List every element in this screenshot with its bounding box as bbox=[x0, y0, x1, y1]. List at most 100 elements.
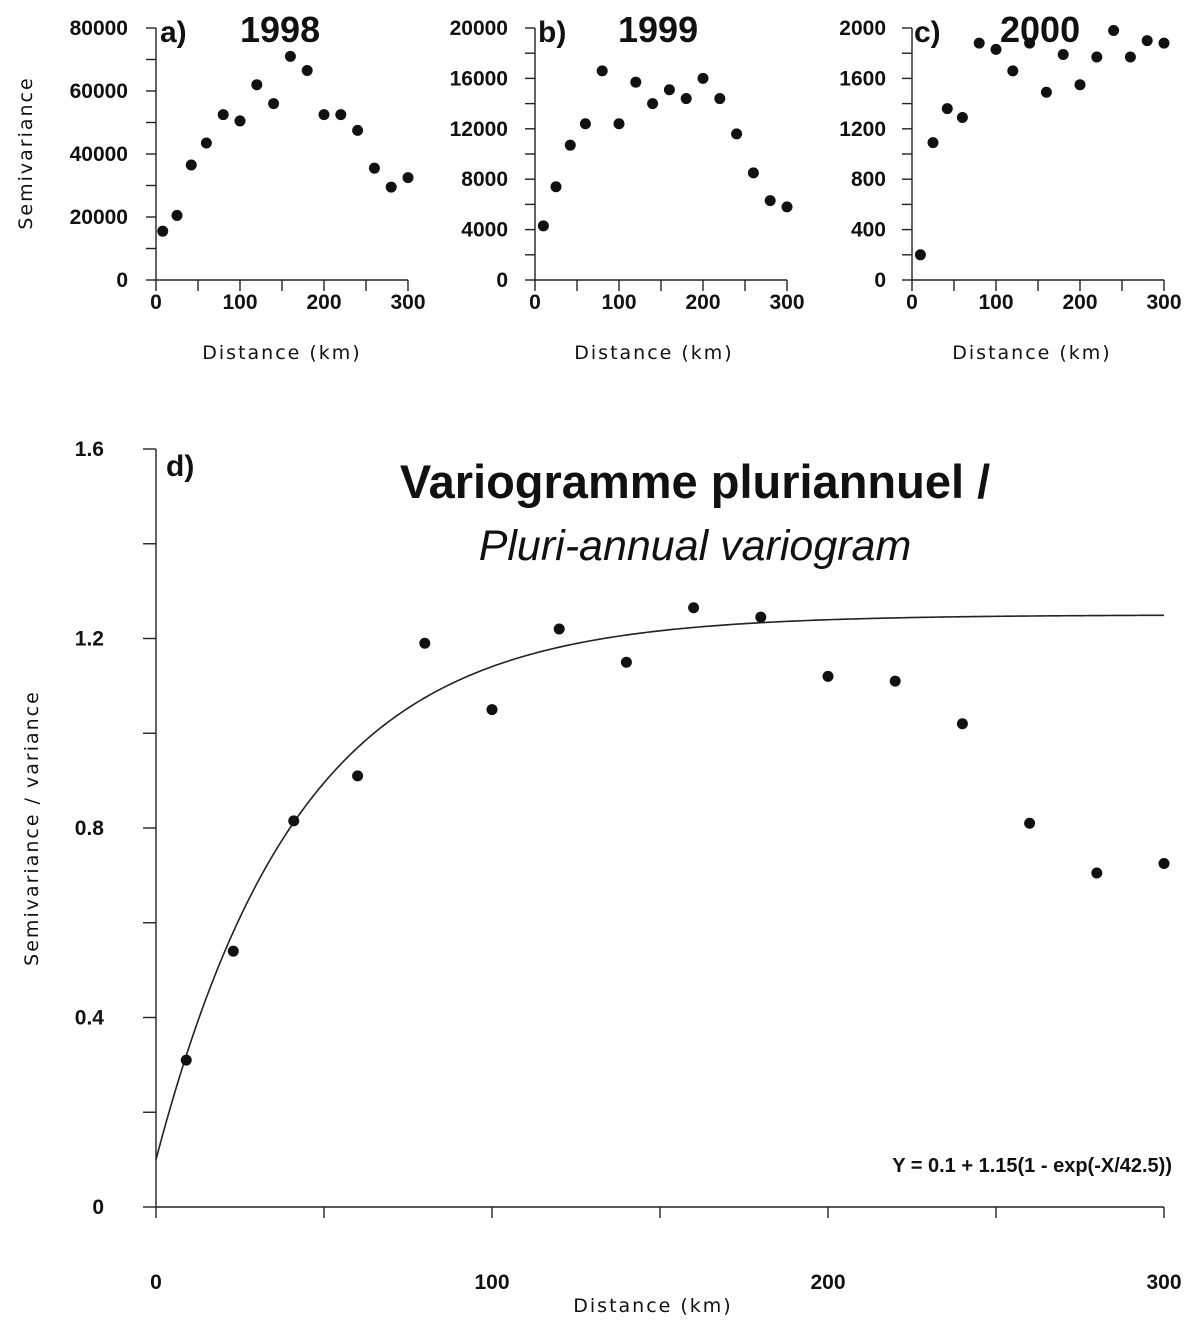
data-point bbox=[486, 704, 498, 716]
y-tick-label: 0 bbox=[116, 269, 128, 292]
data-point bbox=[318, 109, 330, 121]
data-point bbox=[185, 159, 197, 171]
panel-d-title: Variogramme pluriannuel / bbox=[400, 455, 990, 508]
data-point bbox=[688, 602, 700, 614]
data-point bbox=[914, 249, 926, 261]
data-point bbox=[613, 118, 625, 130]
x-tick-label: 100 bbox=[978, 291, 1013, 314]
data-point bbox=[822, 670, 834, 682]
data-point bbox=[620, 656, 632, 668]
y-tick-label: 0.8 bbox=[75, 817, 105, 840]
panel-d-label: d) bbox=[166, 450, 194, 483]
x-tick-label: 300 bbox=[1146, 291, 1181, 314]
data-point bbox=[1024, 817, 1036, 829]
x-tick-label: 200 bbox=[810, 1271, 845, 1294]
y-tick-label: 1.6 bbox=[75, 438, 104, 461]
panel-b-title: 1999 bbox=[618, 9, 698, 50]
y-tick-label: 0.4 bbox=[75, 1007, 105, 1030]
y-tick-label: 20000 bbox=[450, 17, 508, 40]
data-point bbox=[956, 111, 968, 123]
panel-a-title: 1998 bbox=[240, 9, 320, 50]
panel-b-label: b) bbox=[538, 16, 566, 49]
data-point bbox=[352, 770, 364, 782]
data-point bbox=[941, 103, 953, 115]
data-point bbox=[171, 209, 183, 221]
data-point bbox=[889, 675, 901, 687]
y-tick-label: 8000 bbox=[461, 168, 508, 191]
data-point bbox=[680, 93, 692, 105]
data-point bbox=[227, 945, 239, 957]
y-tick-label: 0 bbox=[496, 269, 508, 292]
y-tick-label: 1200 bbox=[839, 118, 886, 141]
panel-c-xlabel: Distance (km) bbox=[952, 342, 1111, 364]
data-point bbox=[927, 137, 939, 149]
y-tick-label: 80000 bbox=[70, 17, 128, 40]
y-tick-label: 800 bbox=[851, 168, 886, 191]
fit-curve bbox=[155, 614, 1165, 1160]
data-point bbox=[1158, 37, 1170, 49]
data-point bbox=[764, 195, 776, 207]
x-tick-label: 0 bbox=[906, 291, 918, 314]
y-tick-label: 60000 bbox=[70, 80, 128, 103]
data-point bbox=[630, 76, 642, 88]
data-point bbox=[1024, 37, 1036, 49]
panel-d-pluri-annual: d) Variogramme pluriannuel / Pluri-annua… bbox=[21, 438, 1182, 1317]
y-tick-label: 16000 bbox=[450, 67, 508, 90]
x-tick-label: 200 bbox=[685, 291, 720, 314]
data-point bbox=[402, 172, 414, 184]
data-point bbox=[731, 128, 743, 140]
data-point bbox=[990, 43, 1002, 55]
data-point bbox=[301, 65, 313, 77]
data-point bbox=[714, 93, 726, 105]
data-point bbox=[647, 98, 659, 110]
panel-a-1998: a) 1998 Semivariance Distance (km) 02000… bbox=[15, 9, 426, 364]
x-tick-label: 100 bbox=[601, 291, 636, 314]
panel-d-ylabel: Semivariance / variance bbox=[21, 690, 43, 966]
data-point bbox=[1141, 35, 1153, 47]
data-point bbox=[217, 109, 229, 121]
y-tick-label: 0 bbox=[874, 269, 886, 292]
data-point bbox=[663, 84, 675, 96]
data-point bbox=[352, 124, 364, 136]
data-point bbox=[564, 139, 576, 151]
data-point bbox=[550, 181, 562, 193]
x-tick-label: 0 bbox=[529, 291, 541, 314]
panel-a-label: a) bbox=[160, 16, 187, 49]
data-point bbox=[1040, 86, 1052, 98]
data-point bbox=[1124, 51, 1136, 63]
data-point bbox=[1108, 25, 1120, 37]
data-point bbox=[288, 815, 300, 827]
fit-formula: Y = 0.1 + 1.15(1 - exp(-X/42.5)) bbox=[892, 1155, 1172, 1177]
y-tick-label: 400 bbox=[851, 219, 886, 242]
x-tick-label: 0 bbox=[150, 1271, 162, 1294]
panel-a-xlabel: Distance (km) bbox=[202, 342, 361, 364]
data-point bbox=[596, 65, 608, 77]
data-point bbox=[537, 220, 549, 232]
y-tick-label: 1.2 bbox=[75, 628, 104, 651]
y-tick-label: 4000 bbox=[461, 219, 508, 242]
x-tick-label: 200 bbox=[306, 291, 341, 314]
panel-c-label: c) bbox=[914, 16, 941, 49]
data-point bbox=[251, 79, 263, 91]
data-point bbox=[1158, 858, 1170, 870]
data-point bbox=[747, 167, 759, 179]
y-tick-label: 2000 bbox=[839, 17, 886, 40]
x-tick-label: 200 bbox=[1062, 291, 1097, 314]
data-point bbox=[973, 37, 985, 49]
data-point bbox=[1091, 51, 1103, 63]
x-tick-label: 100 bbox=[222, 291, 257, 314]
y-tick-label: 12000 bbox=[450, 118, 508, 141]
x-tick-label: 0 bbox=[150, 291, 162, 314]
data-point bbox=[697, 72, 709, 84]
panel-c-2000: c) 2000 Distance (km) 040080012001600200… bbox=[839, 9, 1181, 364]
data-point bbox=[755, 611, 767, 623]
data-point bbox=[781, 201, 793, 213]
data-point bbox=[180, 1054, 192, 1066]
x-tick-label: 100 bbox=[474, 1271, 509, 1294]
y-tick-label: 1600 bbox=[839, 67, 886, 90]
y-tick-label: 20000 bbox=[70, 206, 128, 229]
y-tick-label: 40000 bbox=[70, 143, 128, 166]
panel-d-subtitle: Pluri-annual variogram bbox=[479, 522, 912, 570]
data-point bbox=[1091, 867, 1103, 879]
